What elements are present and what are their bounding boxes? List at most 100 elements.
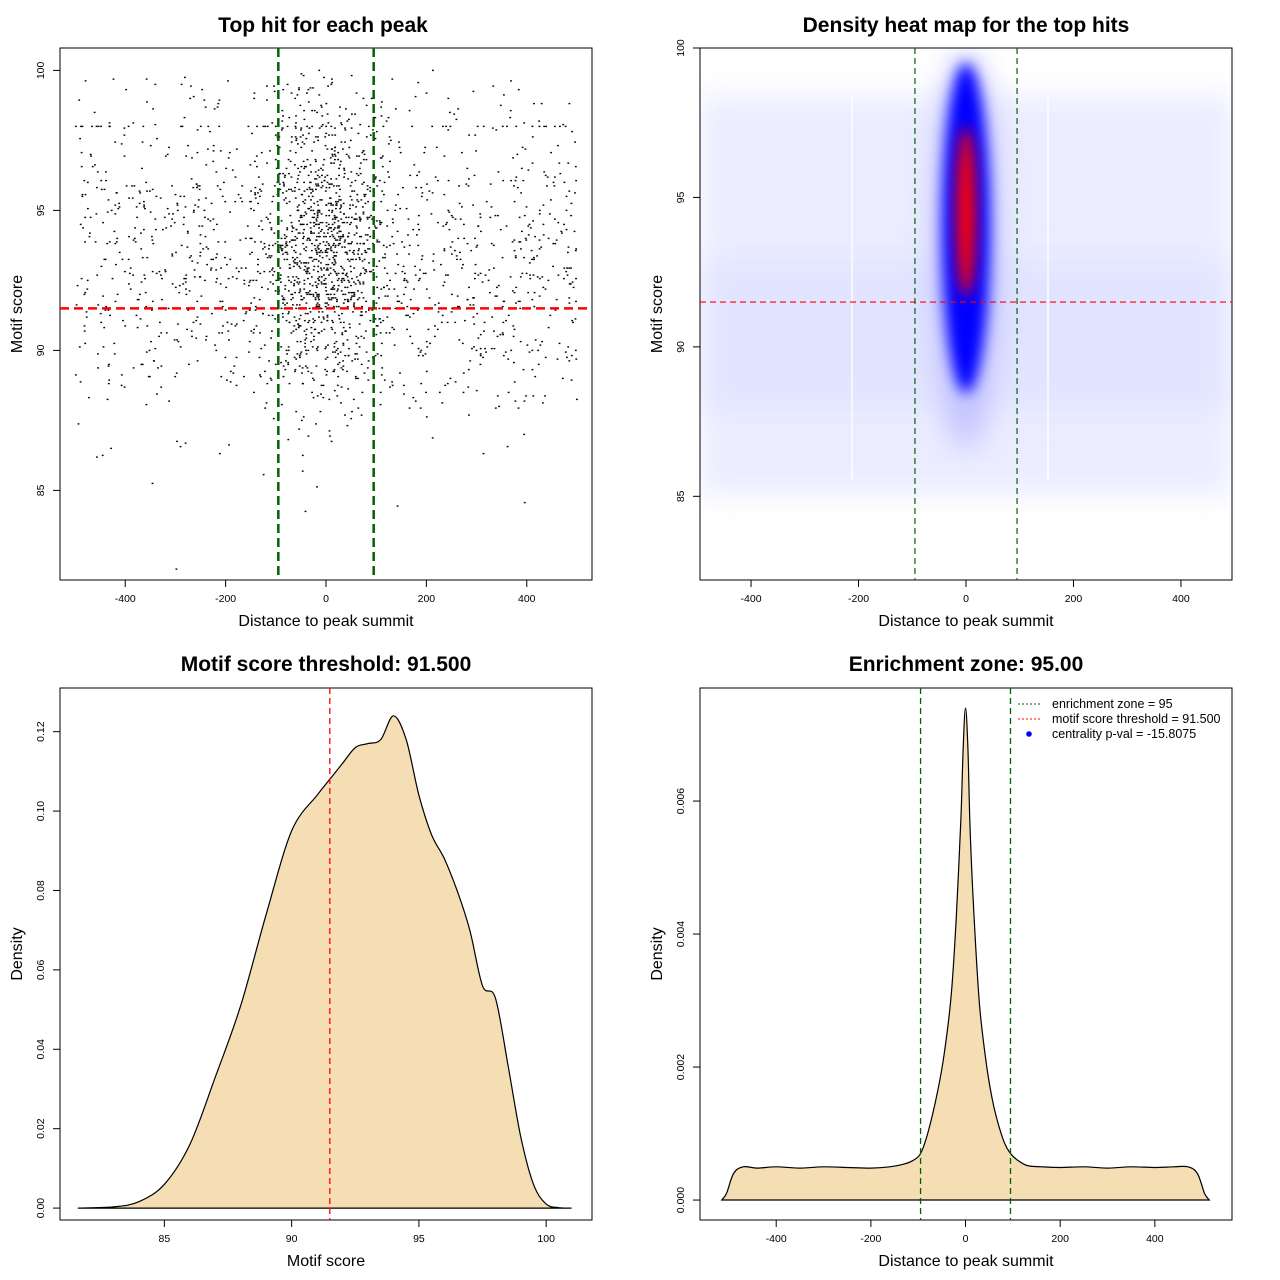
scatter-point xyxy=(284,368,287,371)
scatter-point xyxy=(93,111,96,114)
scatter-point xyxy=(143,228,145,231)
scatter-point xyxy=(255,279,258,282)
scatter-point xyxy=(366,239,369,241)
scatter-point xyxy=(154,218,157,220)
scatter-point xyxy=(360,363,363,366)
scatter-point xyxy=(293,316,296,318)
scatter-point xyxy=(337,151,340,154)
scatter-point xyxy=(570,202,573,205)
scatter-point xyxy=(334,297,337,299)
scatter-point xyxy=(324,305,327,308)
scatter-point xyxy=(407,234,409,236)
scatter-point xyxy=(305,353,308,355)
scatter-point xyxy=(378,220,381,222)
scatter-point xyxy=(329,435,331,437)
scatter-point xyxy=(343,176,345,178)
scatter-point xyxy=(182,283,185,285)
scatter-point xyxy=(311,260,314,262)
scatter-point xyxy=(295,358,298,360)
scatter-point xyxy=(302,223,305,226)
scatter-point xyxy=(318,304,321,306)
scatter-point xyxy=(320,213,323,215)
scatter-point xyxy=(228,151,231,154)
scatter-point xyxy=(462,263,464,266)
scatter-point xyxy=(327,344,329,346)
scatter-point xyxy=(288,263,291,266)
scatter-point xyxy=(294,251,297,254)
scatter-point xyxy=(442,225,445,227)
scatter-point xyxy=(359,283,362,285)
scatter-point xyxy=(315,249,318,252)
scatter-point xyxy=(192,321,195,324)
scatter-point xyxy=(307,195,310,198)
scatter-point xyxy=(509,109,512,112)
scatter-point xyxy=(437,179,439,182)
scatter-point xyxy=(248,281,251,283)
scatter-point xyxy=(333,150,336,152)
scatter-point xyxy=(124,270,126,273)
scatter-point xyxy=(229,370,232,373)
scatter-point xyxy=(356,353,358,355)
scatter-point xyxy=(334,332,336,334)
scatter-point xyxy=(335,340,338,343)
scatter-point xyxy=(348,249,351,252)
scatter-point xyxy=(184,206,187,208)
scatter-point xyxy=(506,125,508,128)
scatter-point xyxy=(209,220,212,222)
scatter-point xyxy=(311,242,313,245)
scatter-point xyxy=(343,221,346,224)
scatter-point xyxy=(347,354,350,357)
scatter-point xyxy=(314,291,317,294)
scatter-point xyxy=(301,454,304,457)
scatter-point xyxy=(287,349,290,352)
scatter-point xyxy=(263,344,266,346)
scatter-point xyxy=(335,349,338,352)
scatter-point xyxy=(337,225,340,227)
scatter-point xyxy=(128,235,130,238)
scatter-point xyxy=(75,304,78,306)
scatter-point xyxy=(448,228,451,231)
scatter-point xyxy=(538,209,541,212)
scatter-point xyxy=(443,248,446,250)
scatter-point xyxy=(555,298,558,301)
scatter-point xyxy=(259,375,262,378)
scatter-point xyxy=(392,242,395,245)
scatter-point xyxy=(164,155,167,157)
scatter-point xyxy=(303,330,306,332)
scatter-point xyxy=(531,258,533,261)
scatter-point xyxy=(520,167,523,170)
scatter-point xyxy=(333,214,336,217)
scatter-point xyxy=(533,102,535,105)
scatter-point xyxy=(350,127,353,129)
scatter-point xyxy=(527,234,530,236)
scatter-point xyxy=(406,305,409,308)
scatter-point xyxy=(362,97,365,100)
scatter-point xyxy=(250,237,253,240)
scatter-point xyxy=(469,360,472,362)
scatter-point xyxy=(338,318,341,320)
scatter-point xyxy=(263,242,266,245)
scatter-point xyxy=(311,377,314,380)
scatter-point xyxy=(354,213,357,215)
scatter-point xyxy=(296,209,299,212)
scatter-point xyxy=(572,286,575,289)
scatter-point xyxy=(295,276,298,278)
scatter-point xyxy=(376,185,379,187)
scatter-point xyxy=(332,263,335,266)
scatter-point xyxy=(298,281,301,283)
scatter-point xyxy=(294,244,297,247)
scatter-point xyxy=(476,312,479,315)
scatter-point xyxy=(338,235,340,238)
scatter-point xyxy=(297,277,300,280)
x-tick-label: 200 xyxy=(418,593,436,605)
scatter-point xyxy=(338,227,340,229)
scatter-point xyxy=(341,235,344,238)
scatter-point xyxy=(301,372,303,374)
scatter-point xyxy=(354,113,356,115)
scatter-point xyxy=(290,298,293,301)
y-tick-label: 0.10 xyxy=(35,801,47,822)
scatter-point xyxy=(280,220,283,222)
scatter-point xyxy=(97,353,99,355)
scatter-point xyxy=(314,319,316,322)
scatter-point xyxy=(425,370,428,373)
